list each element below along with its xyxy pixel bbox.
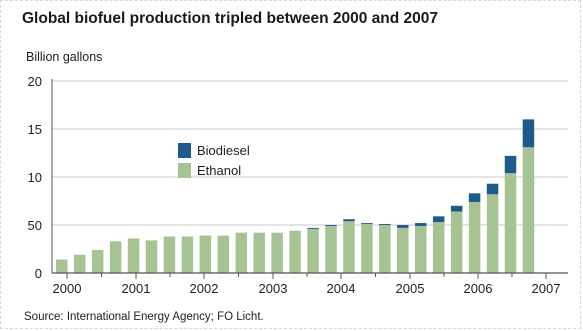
x-tick-label: 2005 <box>396 281 425 296</box>
legend: Biodiesel Ethanol <box>178 143 250 178</box>
bar-biodiesel <box>307 227 319 229</box>
bar-ethanol <box>73 254 86 273</box>
y-tick-label: 0 <box>35 266 42 281</box>
bar-biodiesel <box>379 224 391 225</box>
y-tick-label: 10 <box>28 170 42 185</box>
y-tick-label: 50 <box>28 218 42 233</box>
bar-ethanol <box>504 173 517 273</box>
bars <box>56 119 535 273</box>
bar-biodiesel <box>504 155 517 174</box>
bar-ethanol <box>415 225 427 273</box>
bar-ethanol <box>145 240 158 273</box>
bar-ethanol <box>522 147 535 273</box>
bar-biodiesel <box>325 225 337 226</box>
grid-lines <box>52 80 568 226</box>
bar-ethanol <box>343 221 355 273</box>
y-tick-label: 20 <box>28 74 42 89</box>
x-tick-label: 2001 <box>122 281 151 296</box>
x-tick-label: 2000 <box>53 281 82 296</box>
bar-ethanol <box>486 194 499 273</box>
x-tick-label: 2006 <box>464 281 493 296</box>
bar-biodiesel <box>432 216 445 223</box>
bar-biodiesel <box>468 193 481 202</box>
x-tick-label: 2002 <box>190 281 219 296</box>
bar-ethanol <box>199 235 212 273</box>
bar-biodiesel <box>522 119 535 148</box>
legend-label-ethanol: Ethanol <box>197 163 241 178</box>
bar-biodiesel <box>486 183 499 195</box>
bar-biodiesel <box>415 223 427 226</box>
source-note: Source: International Energy Agency; FO … <box>24 311 264 323</box>
bar-ethanol <box>217 235 230 273</box>
bar-ethanol <box>450 211 463 273</box>
bar-ethanol <box>468 201 481 273</box>
x-tick-label: 2004 <box>327 281 356 296</box>
bar-biodiesel <box>361 223 373 225</box>
legend-swatch-ethanol <box>178 163 191 178</box>
y-tick-label: 15 <box>28 122 42 137</box>
bar-ethanol <box>325 225 337 273</box>
bar-biodiesel <box>450 205 463 212</box>
x-tick-label: 2003 <box>259 281 288 296</box>
bar-ethanol <box>397 227 409 273</box>
bar-ethanol <box>271 232 283 273</box>
bar-ethanol <box>253 232 265 273</box>
axes: 0 50 10 15 20 2000 2001 2002 2003 2004 2005 2006 200… <box>28 74 568 296</box>
bar-ethanol <box>127 238 140 273</box>
bar-ethanol <box>307 228 319 273</box>
chart-title: Global biofuel production tripled betwee… <box>22 10 438 27</box>
bar-ethanol <box>56 259 68 273</box>
bar-ethanol <box>432 222 445 273</box>
bar-ethanol <box>379 225 391 273</box>
bar-biodiesel <box>397 225 409 228</box>
y-axis-label: Billion gallons <box>26 50 103 64</box>
bar-ethanol <box>361 224 373 273</box>
bar-ethanol <box>235 232 247 273</box>
bar-ethanol <box>181 236 194 273</box>
bar-ethanol <box>109 241 122 273</box>
bar-biodiesel <box>343 219 355 222</box>
bar-ethanol <box>163 236 176 273</box>
legend-swatch-biodiesel <box>178 143 191 158</box>
legend-label-biodiesel: Biodiesel <box>197 143 250 158</box>
x-tick-label: 2007 <box>532 281 561 296</box>
bar-ethanol <box>289 230 301 273</box>
bar-ethanol <box>91 249 104 273</box>
